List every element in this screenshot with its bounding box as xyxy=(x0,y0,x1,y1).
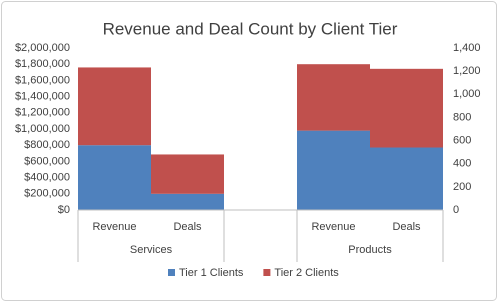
bar-segment xyxy=(151,193,224,210)
y-tick-label: $1,600,000 xyxy=(15,74,70,86)
y-tick-label: $1,400,000 xyxy=(15,91,70,103)
group-label: Products xyxy=(348,244,392,256)
y2-tick-label: 1,000 xyxy=(453,88,481,100)
legend-swatch xyxy=(168,269,175,276)
x-tick-label: Deals xyxy=(392,221,421,233)
y2-tick-label: 0 xyxy=(453,204,459,216)
bar-segment xyxy=(151,154,224,194)
x-tick-label: Revenue xyxy=(92,221,136,233)
y2-tick-label: 800 xyxy=(453,111,471,123)
bar-segment xyxy=(78,67,151,146)
legend-label: Tier 2 Clients xyxy=(274,267,339,279)
y-tick-label: $600,000 xyxy=(24,155,70,167)
y-tick-label: $200,000 xyxy=(24,188,70,200)
legend-swatch xyxy=(263,269,271,276)
legend-label: Tier 1 Clients xyxy=(179,267,244,279)
y-tick-label: $1,000,000 xyxy=(15,123,70,135)
bar-segment xyxy=(78,145,151,210)
y2-tick-label: 1,200 xyxy=(453,65,481,77)
y2-tick-label: 400 xyxy=(453,158,471,170)
bar-segment xyxy=(297,64,370,131)
bar-segment xyxy=(370,147,443,210)
y2-tick-label: 200 xyxy=(453,181,471,193)
x-tick-label: Deals xyxy=(173,221,202,233)
y-tick-label: $1,800,000 xyxy=(15,58,70,70)
bar-segment xyxy=(297,130,370,210)
x-tick-label: Revenue xyxy=(311,221,355,233)
y-tick-label: $2,000,000 xyxy=(15,42,70,54)
bar-segment xyxy=(370,68,443,148)
y2-tick-label: 1,400 xyxy=(453,42,481,54)
y-tick-label: $400,000 xyxy=(24,172,70,184)
chart-title: Revenue and Deal Count by Client Tier xyxy=(103,19,398,38)
y-tick-label: $1,200,000 xyxy=(15,107,70,119)
y-tick-label: $0 xyxy=(58,204,70,216)
y-tick-label: $800,000 xyxy=(24,139,70,151)
group-label: Services xyxy=(130,244,173,256)
y2-tick-label: 600 xyxy=(453,134,471,146)
